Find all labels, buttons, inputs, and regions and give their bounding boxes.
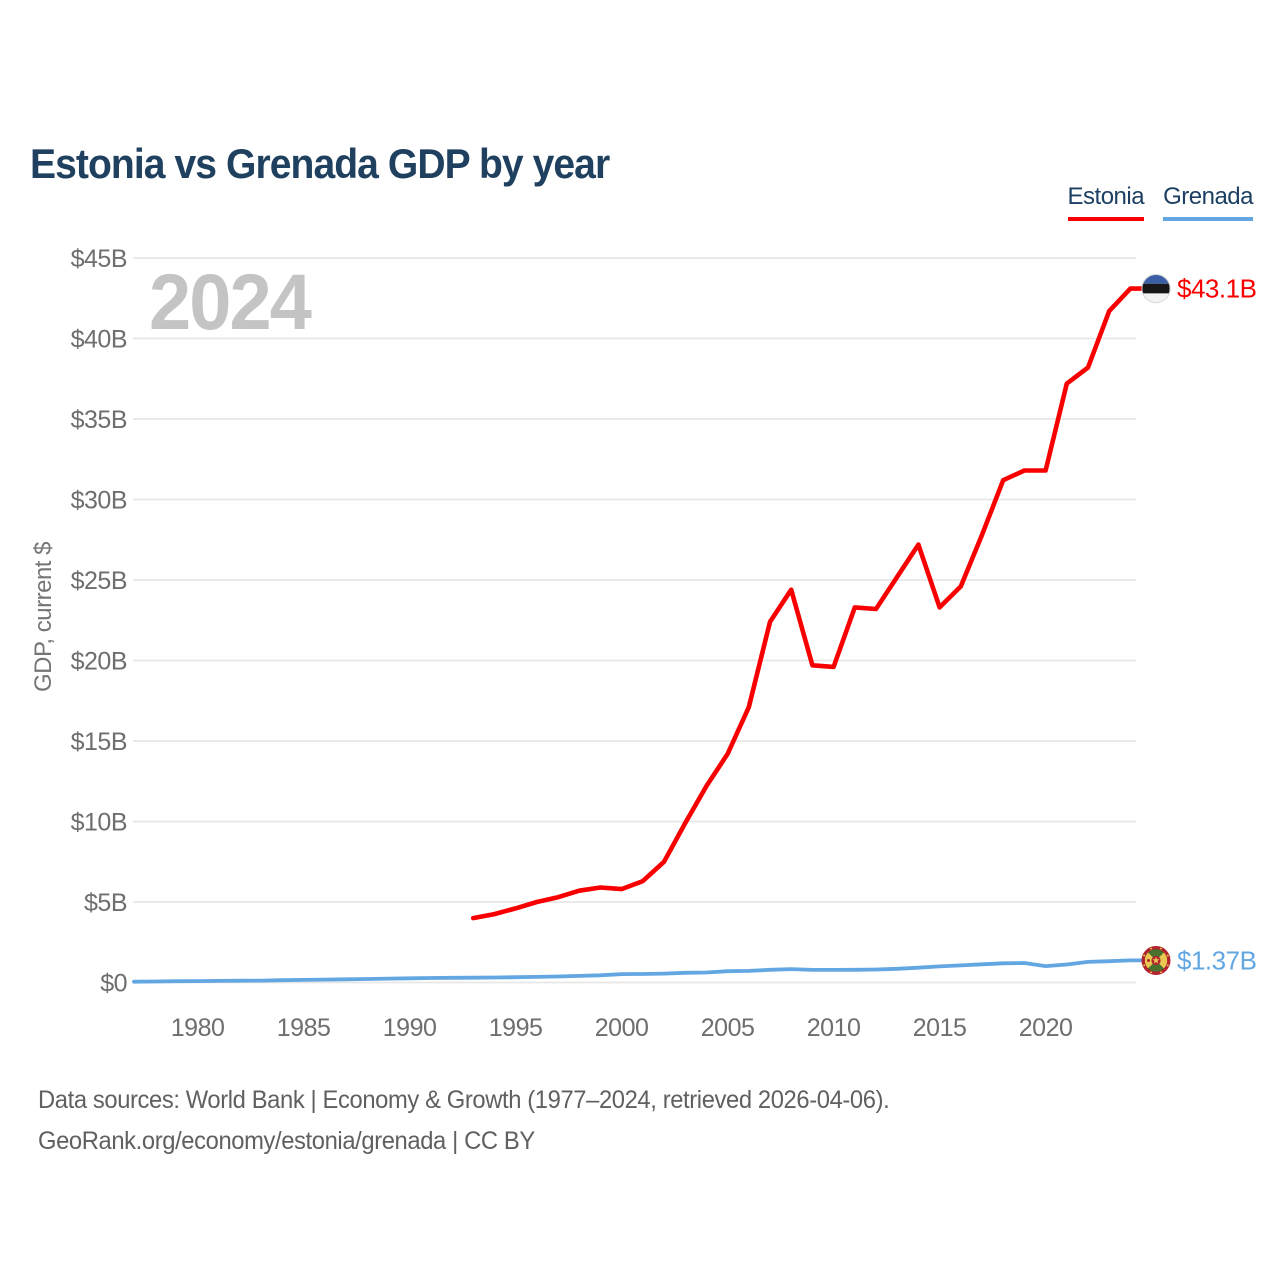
y-tick-label: $40B <box>71 326 127 354</box>
y-tick-label: $5B <box>84 889 127 917</box>
x-axis-ticks: 1980 1985 1990 1995 2000 2005 2010 2015 2020 <box>171 1014 1073 1042</box>
legend-label-estonia: Estonia <box>1067 183 1145 210</box>
y-tick-label: $35B <box>71 406 127 434</box>
y-tick-label: $45B <box>71 245 127 273</box>
y-tick-label: $0 <box>100 970 127 998</box>
x-tick-label: 1995 <box>489 1014 543 1042</box>
y-tick-label: $10B <box>71 809 127 837</box>
x-tick-label: 2005 <box>701 1014 755 1042</box>
legend: Estonia Grenada <box>1067 183 1253 221</box>
y-tick-label: $30B <box>71 487 127 515</box>
grenada-line <box>132 958 1145 984</box>
x-tick-label: 2015 <box>913 1014 967 1042</box>
watermark-year: 2024 <box>149 257 312 346</box>
x-tick-label: 2000 <box>595 1014 649 1042</box>
estonia-end-label: $43.1B <box>1177 274 1256 304</box>
x-tick-label: 1985 <box>277 1014 331 1042</box>
page-title: Estonia vs Grenada GDP by year <box>30 140 610 188</box>
x-tick-label: 1990 <box>383 1014 437 1042</box>
legend-item-grenada[interactable]: Grenada <box>1163 183 1253 221</box>
estonia-line <box>470 286 1146 921</box>
footer-attribution: GeoRank.org/economy/estonia/grenada | CC… <box>38 1127 535 1155</box>
x-tick-label: 2010 <box>807 1014 861 1042</box>
y-tick-label: $20B <box>71 648 127 676</box>
legend-label-grenada: Grenada <box>1163 183 1253 210</box>
y-tick-label: $15B <box>71 728 127 756</box>
footer-sources: Data sources: World Bank | Economy & Gro… <box>38 1086 890 1114</box>
grenada-end-label: $1.37B <box>1177 945 1256 975</box>
grenada-flag-icon <box>1141 945 1171 975</box>
gridlines: $0 $5B $10B $15B $20B $25B $30B $35B $40B $45B <box>71 245 1136 998</box>
footer: Data sources: World Bank | Economy & Gro… <box>38 1086 934 1168</box>
estonia-flag-icon <box>1141 273 1171 304</box>
x-tick-label: 1980 <box>171 1014 225 1042</box>
legend-item-estonia[interactable]: Estonia <box>1067 183 1145 221</box>
x-tick-label: 2020 <box>1019 1014 1073 1042</box>
y-tick-label: $25B <box>71 567 127 595</box>
